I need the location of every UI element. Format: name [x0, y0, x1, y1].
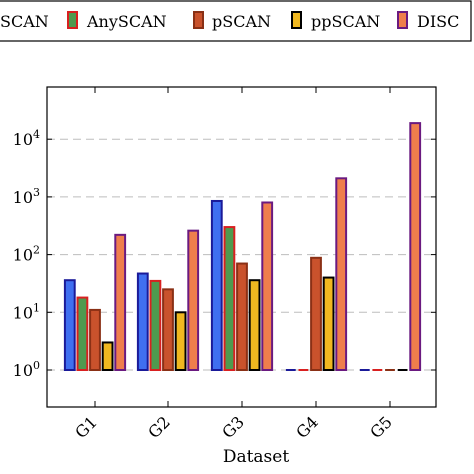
bar — [89, 308, 101, 372]
x-tick-label: G4 — [292, 412, 322, 442]
y-tick-label: 102 — [13, 244, 40, 265]
x-tick-label: G1 — [71, 412, 101, 442]
x-tick-label: G2 — [144, 412, 174, 442]
bar — [322, 276, 335, 371]
bar — [210, 199, 223, 371]
y-tick-label: 104 — [13, 128, 40, 149]
legend-swatch — [397, 11, 408, 29]
bar — [187, 229, 200, 371]
bar — [248, 279, 261, 372]
x-tick-label: G3 — [218, 412, 248, 442]
bar — [310, 256, 322, 371]
bar — [76, 296, 89, 371]
legend-label: ppSCAN — [311, 12, 380, 31]
legend-swatch — [193, 11, 204, 29]
bar — [101, 341, 114, 371]
y-tick-label: 103 — [13, 186, 40, 207]
legend-label: AnySCAN — [86, 12, 167, 31]
bar — [63, 279, 76, 372]
legend-label: SCAN — [0, 12, 49, 31]
legend-label: DISC — [417, 12, 459, 31]
bar — [223, 226, 236, 371]
bar — [149, 279, 162, 372]
legend-label: pSCAN — [212, 12, 271, 31]
bar — [114, 233, 127, 371]
bar — [136, 272, 149, 372]
bar — [162, 288, 174, 372]
x-axis-label: Dataset — [223, 447, 290, 467]
legend-box — [0, 0, 472, 42]
y-tick-label: 101 — [13, 301, 40, 322]
legend-swatch — [291, 11, 302, 29]
legend: SCAN AnySCAN pSCAN ppSCAN DISC — [0, 0, 472, 42]
bar — [174, 311, 187, 371]
bars — [63, 122, 422, 372]
x-tick-label: G5 — [366, 412, 396, 442]
bar — [236, 262, 248, 371]
bar — [409, 122, 422, 371]
bar — [335, 177, 348, 371]
legend-swatch — [67, 11, 78, 29]
y-tick-label: 100 — [13, 359, 40, 380]
bar — [261, 201, 274, 371]
